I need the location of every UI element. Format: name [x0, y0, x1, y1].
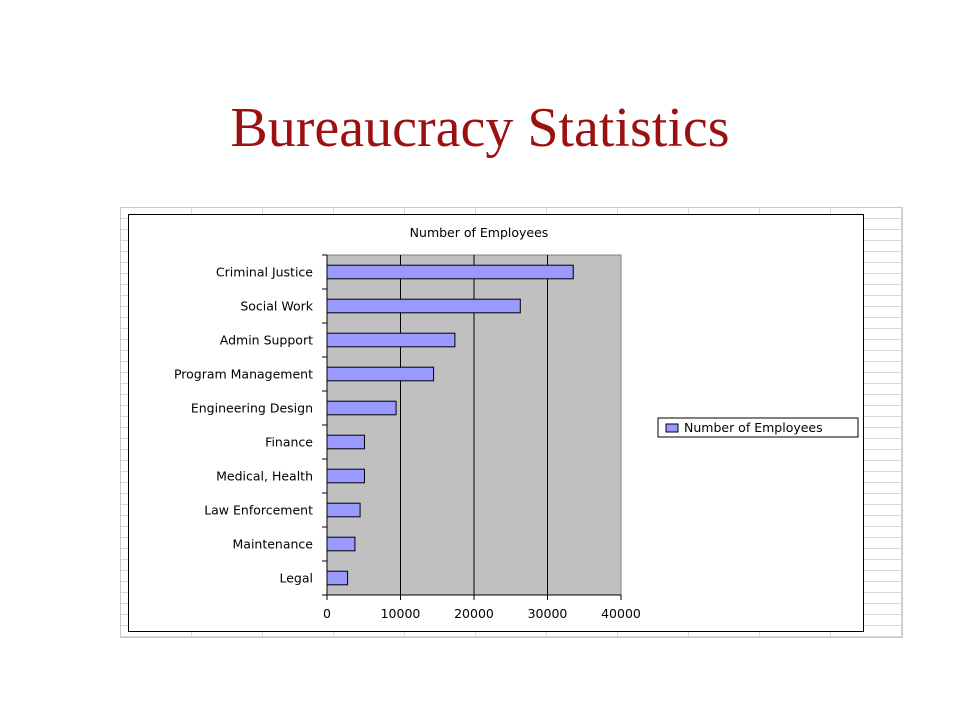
bar	[326, 264, 574, 280]
category-label: Law Enforcement	[204, 503, 313, 518]
bar	[326, 332, 456, 348]
x-tick-label: 30000	[528, 606, 568, 621]
bar	[326, 536, 356, 552]
category-label: Criminal Justice	[216, 265, 313, 280]
category-label: Finance	[265, 435, 313, 450]
category-label: Legal	[279, 571, 313, 586]
category-label: Maintenance	[233, 537, 314, 552]
legend: Number of Employees	[657, 417, 859, 438]
legend-label: Number of Employees	[684, 420, 823, 435]
category-label: Medical, Health	[216, 469, 313, 484]
category-label: Engineering Design	[191, 401, 313, 416]
slide-title: Bureaucracy Statistics	[230, 97, 730, 159]
category-label: Program Management	[174, 367, 313, 382]
category-label: Admin Support	[220, 333, 313, 348]
legend-swatch	[665, 423, 679, 433]
x-tick-label: 0	[323, 606, 331, 621]
bar-chart: Number of Employees Criminal Justice Soci…	[174, 225, 859, 621]
category-label: Social Work	[240, 299, 313, 314]
x-tick-label: 40000	[601, 606, 641, 621]
bar	[326, 366, 435, 382]
bar	[326, 434, 365, 450]
bar	[326, 298, 521, 314]
legend-box	[657, 417, 859, 438]
bar	[326, 570, 349, 586]
chart-area: Number of Employees Criminal Justice Soci…	[128, 214, 864, 632]
x-tick-label: 10000	[381, 606, 421, 621]
chart-title: Number of Employees	[410, 225, 549, 240]
x-tick-label: 20000	[454, 606, 494, 621]
bar	[326, 502, 361, 518]
bar	[326, 400, 397, 416]
bar	[326, 468, 365, 484]
